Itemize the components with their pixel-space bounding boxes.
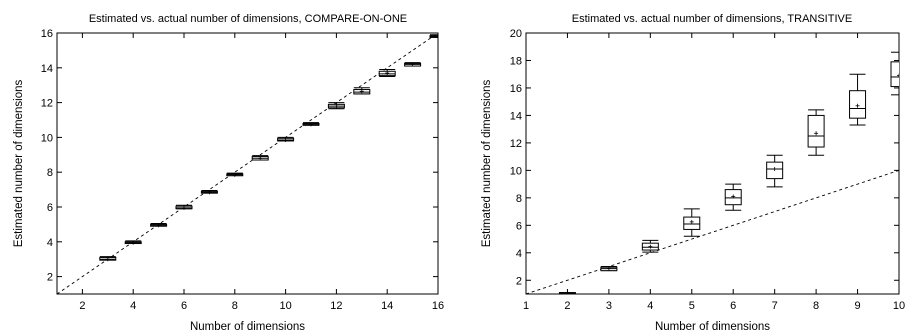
- y-tick-label: 10: [41, 132, 53, 144]
- plot-frame: [525, 32, 900, 295]
- x-tick-label: 16: [432, 300, 444, 312]
- x-tick-label: 2: [79, 300, 85, 312]
- y-tick-label: 6: [516, 220, 522, 232]
- box-3: [99, 256, 117, 262]
- x-tick-label: 4: [130, 300, 136, 312]
- box-14: [378, 69, 396, 77]
- y-tick-label: 14: [510, 110, 522, 122]
- x-axis-label: Number of dimensions: [655, 321, 770, 333]
- box-6: [175, 204, 193, 210]
- y-tick-label: 16: [41, 28, 53, 40]
- x-tick-label: 2: [564, 300, 570, 312]
- chart-panel-1: Estimated vs. actual number of dimension…: [13, 13, 444, 333]
- box-8: [226, 172, 244, 177]
- y-tick-label: 10: [510, 165, 522, 177]
- y-tick-label: 12: [510, 138, 522, 150]
- x-tick-label: 5: [689, 300, 695, 312]
- box-11: [302, 122, 320, 127]
- y-tick-label: 14: [41, 63, 53, 75]
- x-tick-label: 3: [606, 300, 612, 312]
- plot-area: [57, 33, 438, 294]
- box-4: [641, 239, 659, 253]
- chart-title: Estimated vs. actual number of dimension…: [572, 13, 852, 25]
- y-tick-label: 6: [47, 202, 53, 214]
- box-5: [150, 223, 168, 228]
- x-tick-label: 10: [279, 300, 291, 312]
- box-13: [353, 87, 371, 95]
- y-tick-label: 20: [510, 28, 522, 40]
- box-7: [766, 154, 784, 188]
- y-tick-label: 8: [516, 193, 522, 205]
- x-tick-label: 4: [647, 300, 653, 312]
- x-tick-label: 8: [232, 300, 238, 312]
- x-tick-label: 1: [523, 300, 529, 312]
- box-15: [404, 62, 422, 67]
- y-tick-label: 4: [47, 237, 53, 249]
- box-9: [251, 155, 269, 161]
- reference-line: [526, 169, 899, 294]
- box-4: [124, 240, 142, 245]
- y-tick-label: 16: [510, 83, 522, 95]
- x-tick-label: 10: [893, 300, 905, 312]
- x-tick-label: 14: [381, 300, 393, 312]
- y-tick-label: 18: [510, 55, 522, 67]
- y-tick-label: 8: [47, 167, 53, 179]
- box-9: [849, 73, 867, 126]
- x-tick-label: 9: [854, 300, 860, 312]
- box-6: [724, 183, 742, 211]
- x-tick-label: 12: [330, 300, 342, 312]
- box-12: [327, 102, 345, 110]
- box-8: [807, 109, 825, 156]
- reference-line: [57, 33, 438, 294]
- box-16: [429, 34, 438, 39]
- chart-panel-2: Estimated vs. actual number of dimension…: [481, 13, 905, 333]
- box-body: [890, 61, 899, 88]
- box-body: [807, 114, 825, 148]
- box-7: [200, 189, 218, 195]
- plot-area: [526, 51, 899, 294]
- x-tick-label: 7: [772, 300, 778, 312]
- x-tick-label: 6: [181, 300, 187, 312]
- box-2: [558, 291, 576, 294]
- x-tick-label: 8: [813, 300, 819, 312]
- y-tick-label: 12: [41, 98, 53, 110]
- y-tick-label: 2: [516, 275, 522, 287]
- y-axis-label: Estimated number of dimensions: [13, 80, 25, 248]
- box-5: [683, 208, 701, 237]
- box-10: [890, 51, 899, 96]
- y-tick-label: 4: [516, 248, 522, 260]
- x-tick-label: 6: [730, 300, 736, 312]
- y-axis-label: Estimated number of dimensions: [481, 80, 493, 248]
- x-axis-label: Number of dimensions: [190, 321, 305, 333]
- box-3: [600, 266, 618, 272]
- box-10: [277, 136, 295, 143]
- plot-frame: [56, 32, 439, 295]
- y-tick-label: 2: [47, 272, 53, 284]
- chart-title: Estimated vs. actual number of dimension…: [89, 13, 407, 25]
